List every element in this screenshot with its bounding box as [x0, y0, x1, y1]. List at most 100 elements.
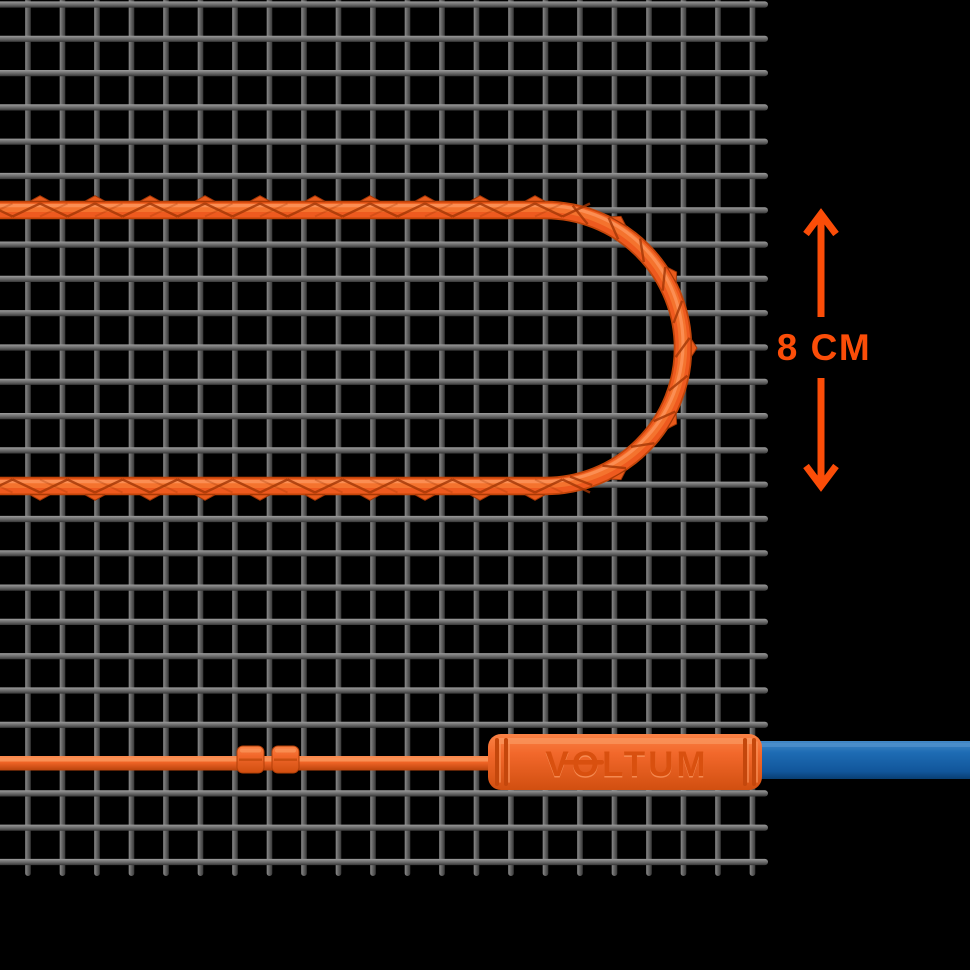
- mesh-wire-horizontal: [0, 687, 768, 694]
- wrap-tick: [396, 478, 426, 494]
- wrap-tick-cross: [149, 202, 178, 218]
- wrap-bump: [359, 195, 381, 202]
- coupling-highlight-right: [275, 748, 296, 753]
- mesh-wire-horizontal: [0, 584, 768, 591]
- wrap-bump: [359, 494, 381, 501]
- mesh-wire-horizontal: [0, 172, 768, 180]
- mesh-wire-vertical: [232, 0, 238, 876]
- wrap-tick: [94, 478, 124, 494]
- wrap-tick: [479, 202, 509, 218]
- wrap-tick-arc: [638, 238, 646, 263]
- coupling-seam-right: [274, 758, 297, 761]
- wrap-bump-arc: [665, 265, 678, 285]
- mesh-wire-vertical: [25, 0, 31, 876]
- heating-cable-loop: [0, 195, 698, 501]
- wrap-tick-cross: [369, 202, 398, 218]
- mesh-wire-horizontal: [0, 310, 768, 317]
- wrap-tick: [204, 202, 234, 218]
- wrap-tick: [259, 478, 289, 494]
- wrap-bump: [414, 494, 436, 501]
- wrap-tick-arc: [602, 464, 627, 470]
- wrap-bump: [524, 494, 546, 501]
- mesh-wire-horizontal: [0, 824, 768, 831]
- connector-body: [488, 734, 762, 790]
- mesh-wire-vertical: [59, 0, 66, 876]
- wrap-bump: [304, 494, 326, 501]
- wrap-tick: [286, 478, 316, 494]
- wrap-bump: [84, 494, 106, 501]
- wrap-tick-cross: [534, 202, 563, 218]
- mesh-wire-vertical: [404, 0, 411, 876]
- wrap-bump: [304, 195, 326, 202]
- wrap-tick: [94, 202, 124, 218]
- wrap-tick-cross: [0, 202, 13, 211]
- mesh-wire-horizontal: [0, 447, 768, 454]
- mesh-wire-vertical: [163, 0, 169, 876]
- wrap-bump-arc: [665, 411, 678, 431]
- wrap-tick: [369, 202, 399, 218]
- wrap-bump: [29, 494, 51, 501]
- wrap-tick: [534, 478, 564, 494]
- mesh-wire-vertical: [301, 0, 307, 876]
- wrap-bump: [524, 195, 546, 202]
- wrap-bump: [414, 195, 436, 202]
- coupling-seam-left: [239, 758, 262, 761]
- wrap-tick-arc: [653, 410, 676, 423]
- wrap-tick: [314, 202, 344, 218]
- wrap-tick: [176, 202, 206, 218]
- wrap-tick: [451, 478, 481, 494]
- wrap-tick: [396, 202, 426, 218]
- wrap-tick: [39, 478, 69, 494]
- wrap-tick-cross: [534, 478, 563, 494]
- wrap-tick-arc: [571, 204, 589, 225]
- mesh-wire-vertical: [128, 0, 135, 876]
- wrap-tick: [11, 202, 41, 218]
- wrap-tick: [506, 202, 536, 218]
- power-cord-body: [750, 741, 970, 779]
- wrap-tick: [286, 202, 316, 218]
- mesh-wire-vertical: [266, 0, 273, 876]
- wrap-tick-cross: [369, 478, 398, 494]
- wrap-tick: [39, 202, 69, 218]
- wrap-tick: [121, 478, 151, 494]
- wrap-tick-arc: [661, 266, 667, 291]
- wrap-tick-cross: [149, 478, 178, 494]
- wrap-tick-cross: [479, 202, 508, 218]
- mesh-wire-vertical: [94, 0, 100, 876]
- wrap-tick: [561, 478, 591, 494]
- wrap-tick: [424, 202, 454, 218]
- wrap-tick: [11, 478, 41, 494]
- mesh-wire-horizontal: [0, 35, 768, 42]
- wrap-tick-cross: [479, 478, 508, 494]
- wrap-tick: [176, 478, 206, 494]
- mesh-wire-horizontal: [0, 1, 768, 8]
- mesh-wire-horizontal: [0, 790, 768, 797]
- wrap-tick-arc: [672, 300, 684, 324]
- wrap-tick: [341, 478, 371, 494]
- wrap-bump: [139, 494, 161, 501]
- wrap-tick-cross: [259, 202, 288, 218]
- brand-logo-crossbar: [560, 760, 604, 765]
- wrap-tick: [259, 202, 289, 218]
- wrap-bump: [469, 494, 491, 501]
- wrap-tick: [506, 478, 536, 494]
- mesh-wire-horizontal: [0, 515, 768, 523]
- wrap-tick-arc: [630, 441, 655, 449]
- mesh-wire-vertical: [197, 0, 204, 876]
- wrap-tick: [121, 202, 151, 218]
- cable-spiral-wrap: [0, 195, 698, 501]
- wrap-tick-cross: [94, 478, 123, 494]
- mesh-wire-horizontal: [0, 618, 768, 625]
- wrap-tick-cross: [424, 202, 453, 218]
- dimension-arrowhead-down: [803, 463, 839, 492]
- wrap-tick: [341, 202, 371, 218]
- connector-end-ribs: [495, 738, 756, 786]
- wrap-tick-arc: [607, 217, 620, 240]
- wrap-tick-arc: [569, 475, 593, 487]
- wrap-tick: [149, 478, 179, 494]
- wrap-tick: [451, 202, 481, 218]
- mesh-wire-vertical: [370, 0, 376, 876]
- power-cord: [750, 741, 970, 779]
- wrap-tick-cross: [39, 202, 68, 218]
- wrap-tick: [369, 478, 399, 494]
